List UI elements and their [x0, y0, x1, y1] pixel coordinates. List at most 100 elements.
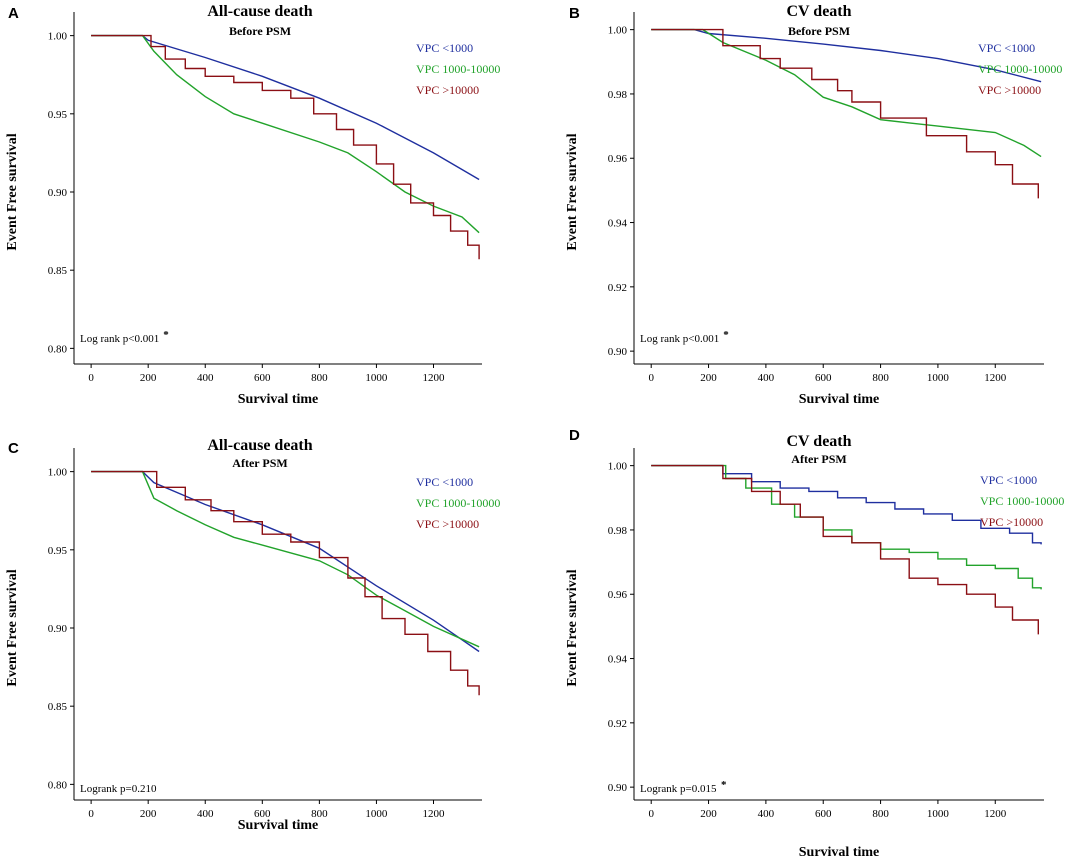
chart-subtitle-b: Before PSM: [788, 24, 850, 38]
logrank-annotation-a: Log rank p<0.001: [80, 333, 159, 345]
x-tick-label-b: 0: [648, 372, 654, 384]
logrank-annotation-c: Logrank p=0.210: [80, 783, 157, 795]
panel-a: A All-cause death Before PSM 0.80 0.85 0.90 0.…: [5, 3, 500, 407]
y-tick-label-d: 1.00: [608, 461, 628, 473]
legend-entry-d-2: VPC 1000-10000: [980, 494, 1064, 508]
series-line-d-3: [651, 464, 1039, 635]
x-tick-label-b: 400: [758, 372, 775, 384]
y-tick-label-b: 0.96: [608, 153, 628, 165]
x-tick-label-c: 800: [311, 808, 328, 820]
significance-star-a: *: [163, 329, 169, 341]
legend-entry-a-2: VPC 1000-10000: [416, 62, 500, 76]
panel-letter-d: D: [569, 427, 580, 444]
x-tick-label-c: 400: [197, 808, 214, 820]
legend-entry-c-1: VPC <1000: [416, 475, 473, 489]
x-tick-label-d: 400: [758, 808, 775, 820]
series-line-b-3: [651, 28, 1039, 199]
panel-b: B CV death Before PSM 0.90 0.92 0.94 0.96 0.98 1…: [565, 3, 1062, 407]
y-axis-label-a: Event Free survival: [5, 133, 20, 250]
legend-entry-a-1: VPC <1000: [416, 41, 473, 55]
significance-star-b: *: [723, 329, 729, 341]
y-tick-label-c: 0.85: [48, 701, 68, 713]
legend-entry-b-2: VPC 1000-10000: [978, 62, 1062, 76]
legend-entry-c-2: VPC 1000-10000: [416, 496, 500, 510]
chart-subtitle-d: After PSM: [791, 452, 846, 466]
x-tick-label-d: 1000: [927, 808, 950, 820]
series-line-a-1: [91, 34, 480, 181]
chart-subtitle-c: After PSM: [232, 456, 287, 470]
series-line-b-1: [651, 28, 1042, 83]
x-tick-label-c: 200: [140, 808, 157, 820]
x-tick-label-b: 1000: [927, 372, 950, 384]
y-tick-label-b: 0.90: [608, 346, 628, 358]
series-line-c-2: [91, 470, 480, 648]
x-tick-label-a: 600: [254, 372, 271, 384]
legend-entry-d-1: VPC <1000: [980, 473, 1037, 487]
x-axis-label-d: Survival time: [799, 845, 880, 860]
y-tick-label-b: 0.98: [608, 89, 628, 101]
panel-letter-b: B: [569, 5, 580, 22]
y-tick-label-a: 0.85: [48, 265, 68, 277]
y-tick-label-c: 0.95: [48, 545, 68, 557]
legend-entry-a-3: VPC >10000: [416, 83, 479, 97]
x-tick-label-d: 1200: [984, 808, 1007, 820]
y-axis-label-d: Event Free survival: [565, 569, 580, 686]
x-tick-label-a: 1200: [422, 372, 445, 384]
legend-entry-b-1: VPC <1000: [978, 41, 1035, 55]
chart-title-c: All-cause death: [207, 437, 312, 454]
x-tick-label-d: 200: [700, 808, 717, 820]
x-tick-label-c: 0: [88, 808, 94, 820]
chart-title-a: All-cause death: [207, 3, 312, 20]
y-tick-label-d: 0.94: [608, 654, 628, 666]
y-tick-label-a: 1.00: [48, 31, 68, 43]
x-tick-label-d: 0: [648, 808, 654, 820]
y-tick-label-d: 0.90: [608, 782, 628, 794]
logrank-annotation-d: Logrank p=0.015: [640, 783, 717, 795]
legend-entry-d-3: VPC >10000: [980, 515, 1043, 529]
panel-letter-a: A: [8, 5, 19, 22]
x-tick-label-a: 400: [197, 372, 214, 384]
y-tick-label-a: 0.90: [48, 187, 68, 199]
x-tick-label-d: 800: [872, 808, 889, 820]
x-tick-label-a: 0: [88, 372, 94, 384]
x-axis-label-a: Survival time: [238, 392, 319, 407]
chart-title-d: CV death: [786, 433, 851, 450]
x-tick-label-a: 1000: [365, 372, 388, 384]
x-tick-label-b: 600: [815, 372, 832, 384]
series-line-a-2: [91, 34, 480, 234]
y-axis-label-b: Event Free survival: [565, 133, 580, 250]
legend-entry-b-3: VPC >10000: [978, 83, 1041, 97]
x-tick-label-b: 200: [700, 372, 717, 384]
series-line-d-1: [651, 464, 1042, 545]
y-tick-label-c: 1.00: [48, 467, 68, 479]
x-tick-label-c: 600: [254, 808, 271, 820]
x-tick-label-d: 600: [815, 808, 832, 820]
y-tick-label-c: 0.90: [48, 623, 68, 635]
y-tick-label-a: 0.95: [48, 109, 68, 121]
panel-letter-c: C: [8, 440, 19, 457]
series-line-c-3: [91, 470, 480, 696]
y-axis-label-c: Event Free survival: [5, 569, 20, 686]
y-tick-label-b: 0.92: [608, 282, 627, 294]
panel-c: C All-cause death After PSM 0.80 0.85 0.90 0.9…: [5, 437, 500, 833]
y-tick-label-c: 0.80: [48, 779, 68, 791]
y-tick-label-a: 0.80: [48, 343, 68, 355]
x-tick-label-a: 800: [311, 372, 328, 384]
x-axis-label-c: Survival time: [238, 818, 319, 833]
x-tick-label-b: 1200: [984, 372, 1007, 384]
x-tick-label-b: 800: [872, 372, 889, 384]
y-tick-label-b: 1.00: [608, 25, 628, 37]
panel-d: D CV death After PSM 0.90 0.92 0.94 0.96 0.98 1.…: [565, 427, 1064, 860]
y-tick-label-b: 0.94: [608, 218, 628, 230]
significance-star-d: *: [721, 779, 727, 791]
logrank-annotation-b: Log rank p<0.001: [640, 333, 719, 345]
legend-entry-c-3: VPC >10000: [416, 517, 479, 531]
y-tick-label-d: 0.96: [608, 589, 628, 601]
x-tick-label-c: 1000: [365, 808, 388, 820]
y-tick-label-d: 0.92: [608, 718, 627, 730]
x-tick-label-c: 1200: [422, 808, 445, 820]
x-axis-label-b: Survival time: [799, 392, 880, 407]
y-tick-label-d: 0.98: [608, 525, 628, 537]
chart-subtitle-a: Before PSM: [229, 24, 291, 38]
